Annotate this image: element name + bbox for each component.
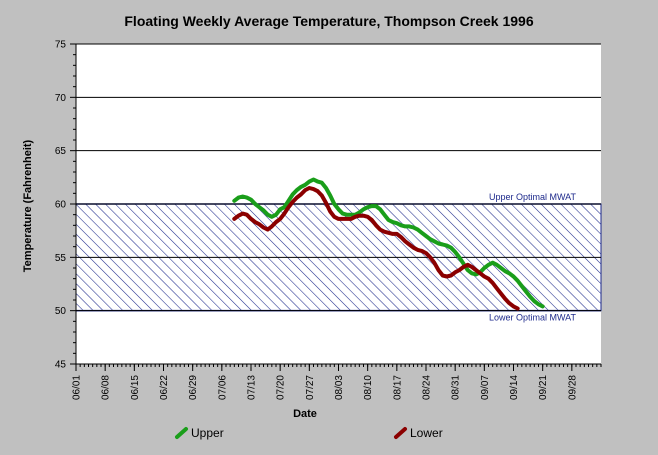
upper-optimal-label: Upper Optimal MWAT (489, 192, 577, 202)
y-tick-label: 65 (55, 146, 67, 157)
x-tick-label: 06/08 (101, 375, 112, 400)
y-tick-label: 70 (55, 93, 67, 104)
y-tick-label: 45 (55, 360, 67, 371)
gridlines (76, 43, 601, 312)
y-axis-title: Temperature (Fahrenheit) (22, 139, 34, 272)
x-tick-label: 09/14 (509, 375, 520, 400)
x-axis-title: Date (293, 408, 317, 420)
x-tick-label: 08/03 (334, 375, 345, 400)
x-tick-label: 09/28 (567, 375, 578, 400)
x-tick-label: 06/01 (72, 375, 83, 400)
x-tick-label: 07/06 (217, 375, 228, 400)
y-tick-label: 55 (55, 253, 67, 264)
legend: Upper Lower (175, 426, 443, 440)
y-tick-label: 60 (55, 200, 67, 211)
x-tick-label: 06/29 (188, 375, 199, 400)
x-tick-label: 06/22 (159, 375, 170, 400)
legend-label-upper: Upper (191, 426, 224, 440)
x-tick-label: 08/31 (451, 375, 462, 400)
x-tick-label: 08/10 (363, 375, 374, 400)
y-tick-label: 75 (55, 40, 67, 51)
x-ticks: 06/01 06/08 06/15 06/22 06/29 07/06 07/13 07/20… (72, 364, 578, 400)
x-tick-label: 07/20 (276, 375, 287, 400)
x-tick-label: 07/27 (305, 375, 316, 400)
x-tick-label: 07/13 (247, 375, 258, 400)
x-tick-label: 09/21 (538, 375, 549, 400)
x-tick-label: 06/15 (130, 375, 141, 400)
legend-swatch-upper (175, 427, 188, 439)
x-tick-label: 08/24 (422, 375, 433, 400)
series-line-upper (232, 177, 545, 309)
series-line-lower (232, 186, 520, 311)
chart-title: Floating Weekly Average Temperature, Tho… (124, 13, 533, 29)
x-tick-label: 09/07 (480, 375, 491, 400)
x-tick-label: 08/17 (392, 375, 403, 400)
series-layer (232, 177, 545, 311)
legend-label-lower: Lower (410, 426, 443, 440)
y-tick-label: 50 (55, 306, 67, 317)
legend-swatch-lower (394, 427, 407, 439)
y-ticks: 45 50 55 60 65 70 75 (55, 40, 76, 371)
lower-optimal-label: Lower Optimal MWAT (489, 313, 577, 323)
